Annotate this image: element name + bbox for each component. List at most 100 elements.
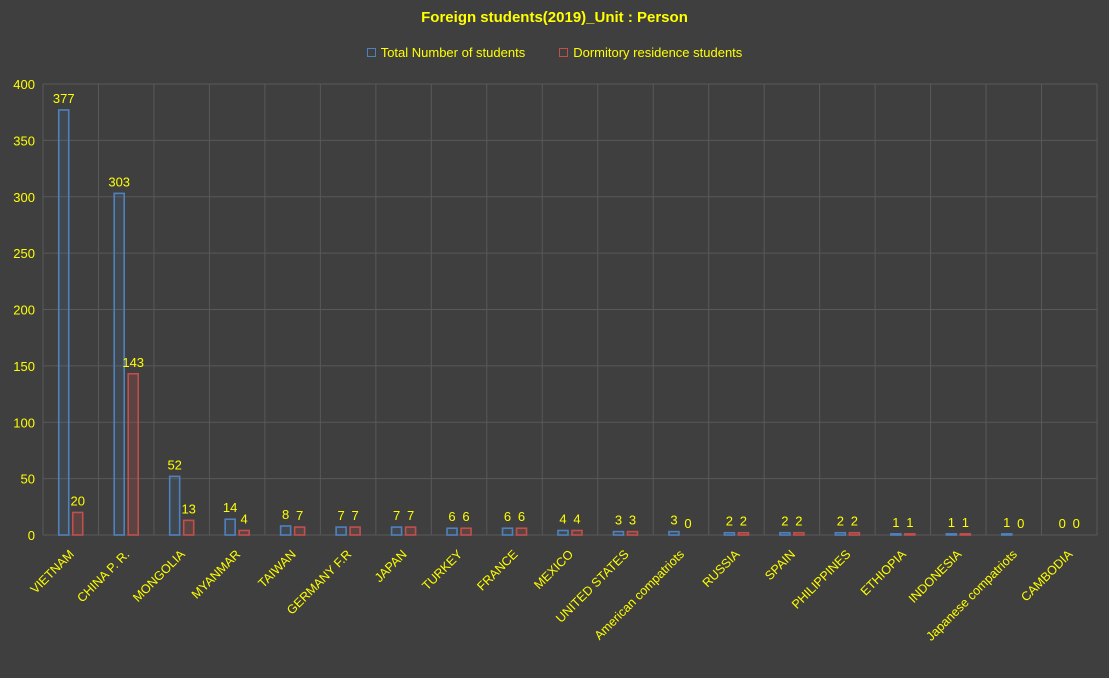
data-label-total: 0 [1059,516,1066,531]
bar-total [612,530,625,536]
data-label-total: 3 [615,513,622,528]
x-tick-label: MONGOLIA [130,547,188,605]
data-label-dormitory: 2 [740,514,747,529]
x-tick-label: FRANCE [474,547,520,593]
data-label-total: 2 [781,514,788,529]
data-label-dormitory: 4 [241,511,248,526]
data-label-dormitory: 0 [684,516,691,531]
bar-total [723,531,736,536]
bar-total [446,527,458,536]
data-label-dormitory: 143 [122,355,144,370]
data-label-total: 2 [726,514,733,529]
x-tick-label: PHILIPPINES [789,547,853,611]
bar-dormitory [293,526,306,536]
x-tick-label: ETHIOPIA [858,547,910,599]
y-tick-label: 50 [21,472,35,487]
chart-title: Foreign students(2019)_Unit : Person [421,9,688,26]
bar-total [557,529,569,536]
bar-total [834,531,847,536]
data-label-total: 1 [892,515,899,530]
data-label-dormitory: 2 [851,514,858,529]
x-tick-label: CAMBODIA [1018,547,1076,605]
bar-dormitory [515,527,528,536]
bar-total [168,475,181,536]
data-label-total: 8 [282,507,289,522]
bar-total [668,530,680,536]
data-label-total: 7 [393,508,400,523]
data-label-dormitory: 7 [296,508,303,523]
bar-total [779,531,791,536]
x-tick-label: INDONESIA [906,547,965,606]
legend-swatch-total [366,48,376,57]
data-label-total: 52 [167,457,181,472]
bar-dormitory [737,531,750,536]
bar-dormitory [626,530,639,536]
data-label-dormitory: 6 [518,509,525,524]
data-label-total: 6 [448,509,455,524]
data-label-total: 4 [559,511,566,526]
bar-dormitory [848,531,861,536]
x-tick-label: Japanese compatriots [924,547,1020,643]
legend-label-total: Total Number of students [380,45,526,60]
data-label-dormitory: 4 [573,511,580,526]
bar-dormitory [404,526,417,536]
data-label-total: 377 [53,91,75,106]
x-tick-label: CHINA P. R. [74,547,132,605]
data-label-dormitory: 7 [407,508,414,523]
data-label-total: 3 [670,513,677,528]
data-label-dormitory: 2 [795,514,802,529]
data-label-total: 1 [948,515,955,530]
bar-dormitory [460,527,472,536]
bar-total [501,527,514,536]
data-label-total: 303 [108,174,130,189]
bar-total [1000,533,1013,536]
x-tick-label: TAIWAN [255,547,298,590]
bar-dormitory [127,372,140,536]
bar-dormitory [238,529,250,536]
y-tick-label: 400 [13,77,35,92]
legend-label-dormitory: Dormitory residence students [573,45,743,60]
bar-dormitory [349,526,361,536]
bar-total [945,533,958,536]
bar-total [279,525,292,536]
x-tick-label: SPAIN [762,547,798,583]
x-tick-label: JAPAN [372,547,410,585]
bar-total [57,109,70,536]
data-label-dormitory: 1 [962,515,969,530]
bar-dormitory [182,519,195,536]
data-label-dormitory: 0 [1017,516,1024,531]
y-tick-label: 200 [13,303,35,318]
bar-total [890,533,902,536]
bar-total [390,526,403,536]
y-tick-label: 300 [13,190,35,205]
data-label-total: 6 [504,509,511,524]
bar-dormitory [71,511,84,536]
x-tick-label: MEXICO [531,547,576,592]
data-label-dormitory: 0 [1073,516,1080,531]
bar-total [335,526,347,536]
y-tick-label: 350 [13,133,35,148]
y-tick-label: 150 [13,359,35,374]
legend-swatch-dormitory [559,48,569,57]
data-label-dormitory: 20 [71,493,85,508]
data-label-total: 1 [1003,515,1010,530]
data-label-total: 14 [223,500,237,515]
data-label-total: 7 [337,508,344,523]
data-label-dormitory: 1 [906,515,913,530]
bar-dormitory [571,529,583,536]
y-tick-label: 100 [13,415,35,430]
data-label-dormitory: 7 [351,508,358,523]
x-tick-label: TURKEY [419,547,465,593]
x-tick-label: RUSSIA [700,547,743,590]
y-tick-label: 0 [28,528,35,543]
legend-item-total: Total Number of students [366,45,526,60]
data-label-total: 2 [837,514,844,529]
bar-total [113,192,126,536]
data-label-dormitory: 13 [181,501,195,516]
bar-total [224,518,236,536]
x-tick-label: VIETNAM [28,547,77,596]
y-tick-label: 250 [13,246,35,261]
legend-item-dormitory: Dormitory residence students [559,45,742,60]
bar-dormitory [904,533,916,536]
